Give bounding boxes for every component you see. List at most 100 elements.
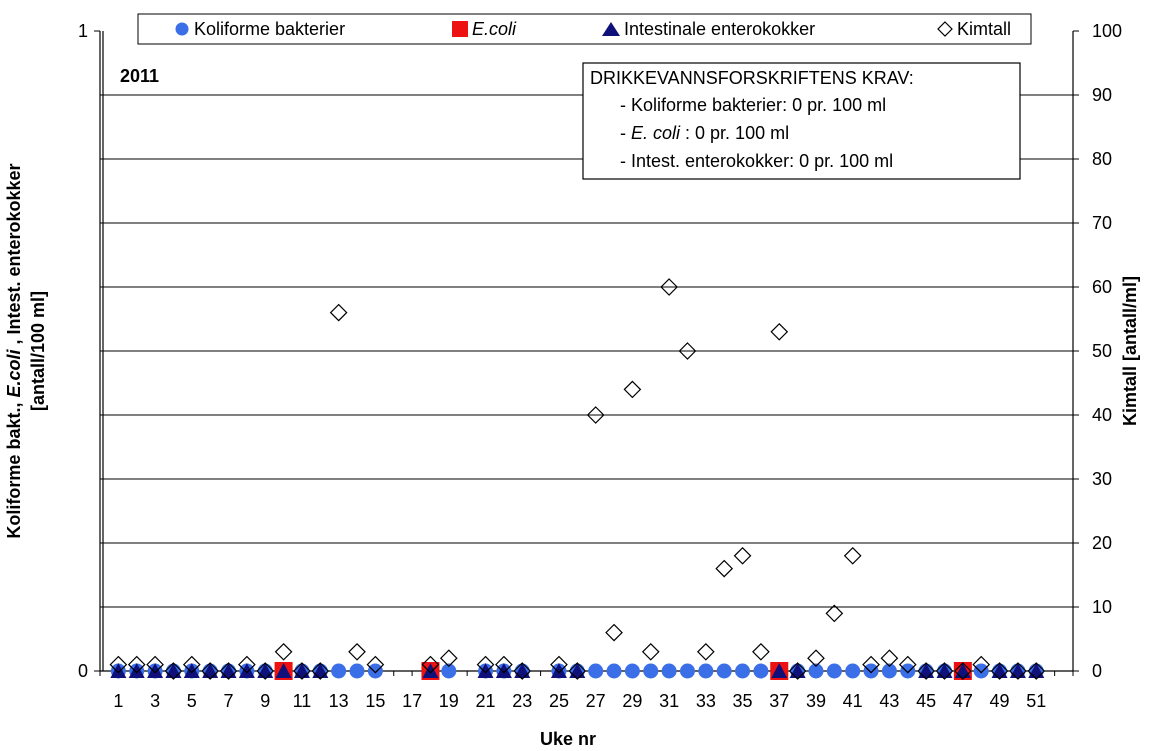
marker-koliforme [735,663,751,679]
marker-kimtall [733,546,752,565]
marker-kimtall [898,655,917,674]
marker-koliforme [863,663,879,679]
x-tick-label: 3 [150,691,160,711]
marker-kimtall [219,662,238,680]
marker-koliforme [331,663,347,679]
x-tick-label: 43 [879,691,899,711]
requirement-ecoli: - E. coli : 0 pr. 100 ml [620,123,789,143]
marker-kimtall [513,662,532,680]
legend-marker-kimtall [937,21,953,37]
marker-kimtall [476,655,495,674]
marker-kimtall [274,642,293,661]
x-axis-title: Uke nr [540,729,596,749]
marker-enterokokker [477,663,494,678]
marker-koliforme [367,663,383,679]
requirement-enterococci-value: : 0 pr. 100 ml [789,151,893,171]
y-right-tick-label: 10 [1092,597,1112,617]
x-tick-label: 25 [549,691,569,711]
x-tick-label: 19 [439,691,459,711]
x-tick-label: 35 [733,691,753,711]
y-right-tick-label: 50 [1092,341,1112,361]
legend-label-koliforme: Koliforme bakterier [194,19,345,39]
y-left-tick-label: 0 [78,661,88,681]
marker-kimtall [843,546,862,565]
marker-kimtall [954,662,972,680]
marker-kimtall [696,642,715,661]
legend-marker-ecoli [452,21,468,37]
marker-kimtall [293,662,311,680]
marker-koliforme [679,663,695,679]
marker-kimtall [623,380,642,399]
marker-kimtall [752,642,770,661]
marker-kimtall [109,655,128,674]
marker-enterokokker [275,663,292,678]
marker-kimtall [678,342,697,360]
marker-kimtall [421,655,440,674]
marker-enterokokker [550,663,567,678]
marker-kimtall [917,662,935,680]
requirement-enterococci: - Intest. enterokokker: 0 pr. 100 ml [620,151,893,171]
legend-label-kimtall: Kimtall [957,19,1011,39]
legend-label-ecoli: E.coli [472,19,517,39]
marker-kimtall [568,662,587,680]
x-tick-label: 33 [696,691,716,711]
marker-koliforme [716,663,732,679]
x-tick-label: 15 [365,691,385,711]
x-tick-label: 29 [622,691,642,711]
marker-kimtall [825,604,844,623]
legend-label-enterokokker: Intestinale enterokokker [624,19,815,39]
marker-enterokokker [183,663,200,678]
marker-kimtall [1009,662,1027,680]
marker-kimtall [660,278,678,296]
x-tick-label: 21 [476,691,496,711]
marker-koliforme [588,663,604,679]
marker-kimtall [1027,662,1046,680]
y-left-axis-title-line2: [antall/100 ml] [28,291,48,411]
marker-kimtall [366,655,385,674]
marker-kimtall [201,662,219,680]
marker-koliforme [643,663,659,679]
legend-marker-enterokokker [602,22,620,36]
marker-kimtall [311,662,330,680]
requirement-ecoli-dash: - [620,123,631,143]
marker-kimtall [788,662,807,680]
requirement-coliform-label: - Koliforme bakterier [620,95,782,115]
marker-koliforme [808,663,824,679]
marker-kimtall [880,649,899,668]
requirements-title: DRIKKEVANNSFORSKRIFTENS KRAV: [590,68,914,88]
marker-koliforme [881,663,897,679]
marker-kimtall [256,662,275,680]
marker-enterokokker [110,663,127,678]
x-tick-label: 51 [1026,691,1046,711]
marker-koliforme [606,663,622,679]
legend-marker-koliforme [175,22,189,36]
marker-koliforme [661,663,677,679]
y-right-tick-label: 100 [1092,21,1122,41]
marker-enterokokker [128,663,145,678]
y-right-tick-label: 20 [1092,533,1112,553]
marker-kimtall [935,662,954,680]
y-right-tick-label: 90 [1092,85,1112,105]
requirement-coliform: - Koliforme bakterier: 0 pr. 100 ml [620,95,886,115]
y-right-tick-label: 60 [1092,277,1112,297]
x-tick-label: 13 [329,691,349,711]
marker-kimtall [972,655,991,674]
marker-koliforme [624,663,640,679]
marker-kimtall [586,406,605,424]
y-right-tick-label: 30 [1092,469,1112,489]
x-tick-label: 41 [843,691,863,711]
marker-kimtall [146,655,164,674]
marker-kimtall [990,662,1009,680]
marker-kimtall [238,655,256,674]
data-markers [109,278,1046,680]
axes [94,30,1079,676]
legend: Koliforme bakterier E.coli Intestinale e… [137,13,1032,45]
x-tick-label: 45 [916,691,936,711]
marker-koliforme [973,663,989,679]
marker-koliforme [753,663,769,679]
marker-koliforme [826,663,842,679]
y-left-axis-title-line1: Koliforme bakt., E.coli , Intest. entero… [4,163,24,538]
marker-koliforme [441,663,457,679]
marker-kimtall [715,559,734,578]
